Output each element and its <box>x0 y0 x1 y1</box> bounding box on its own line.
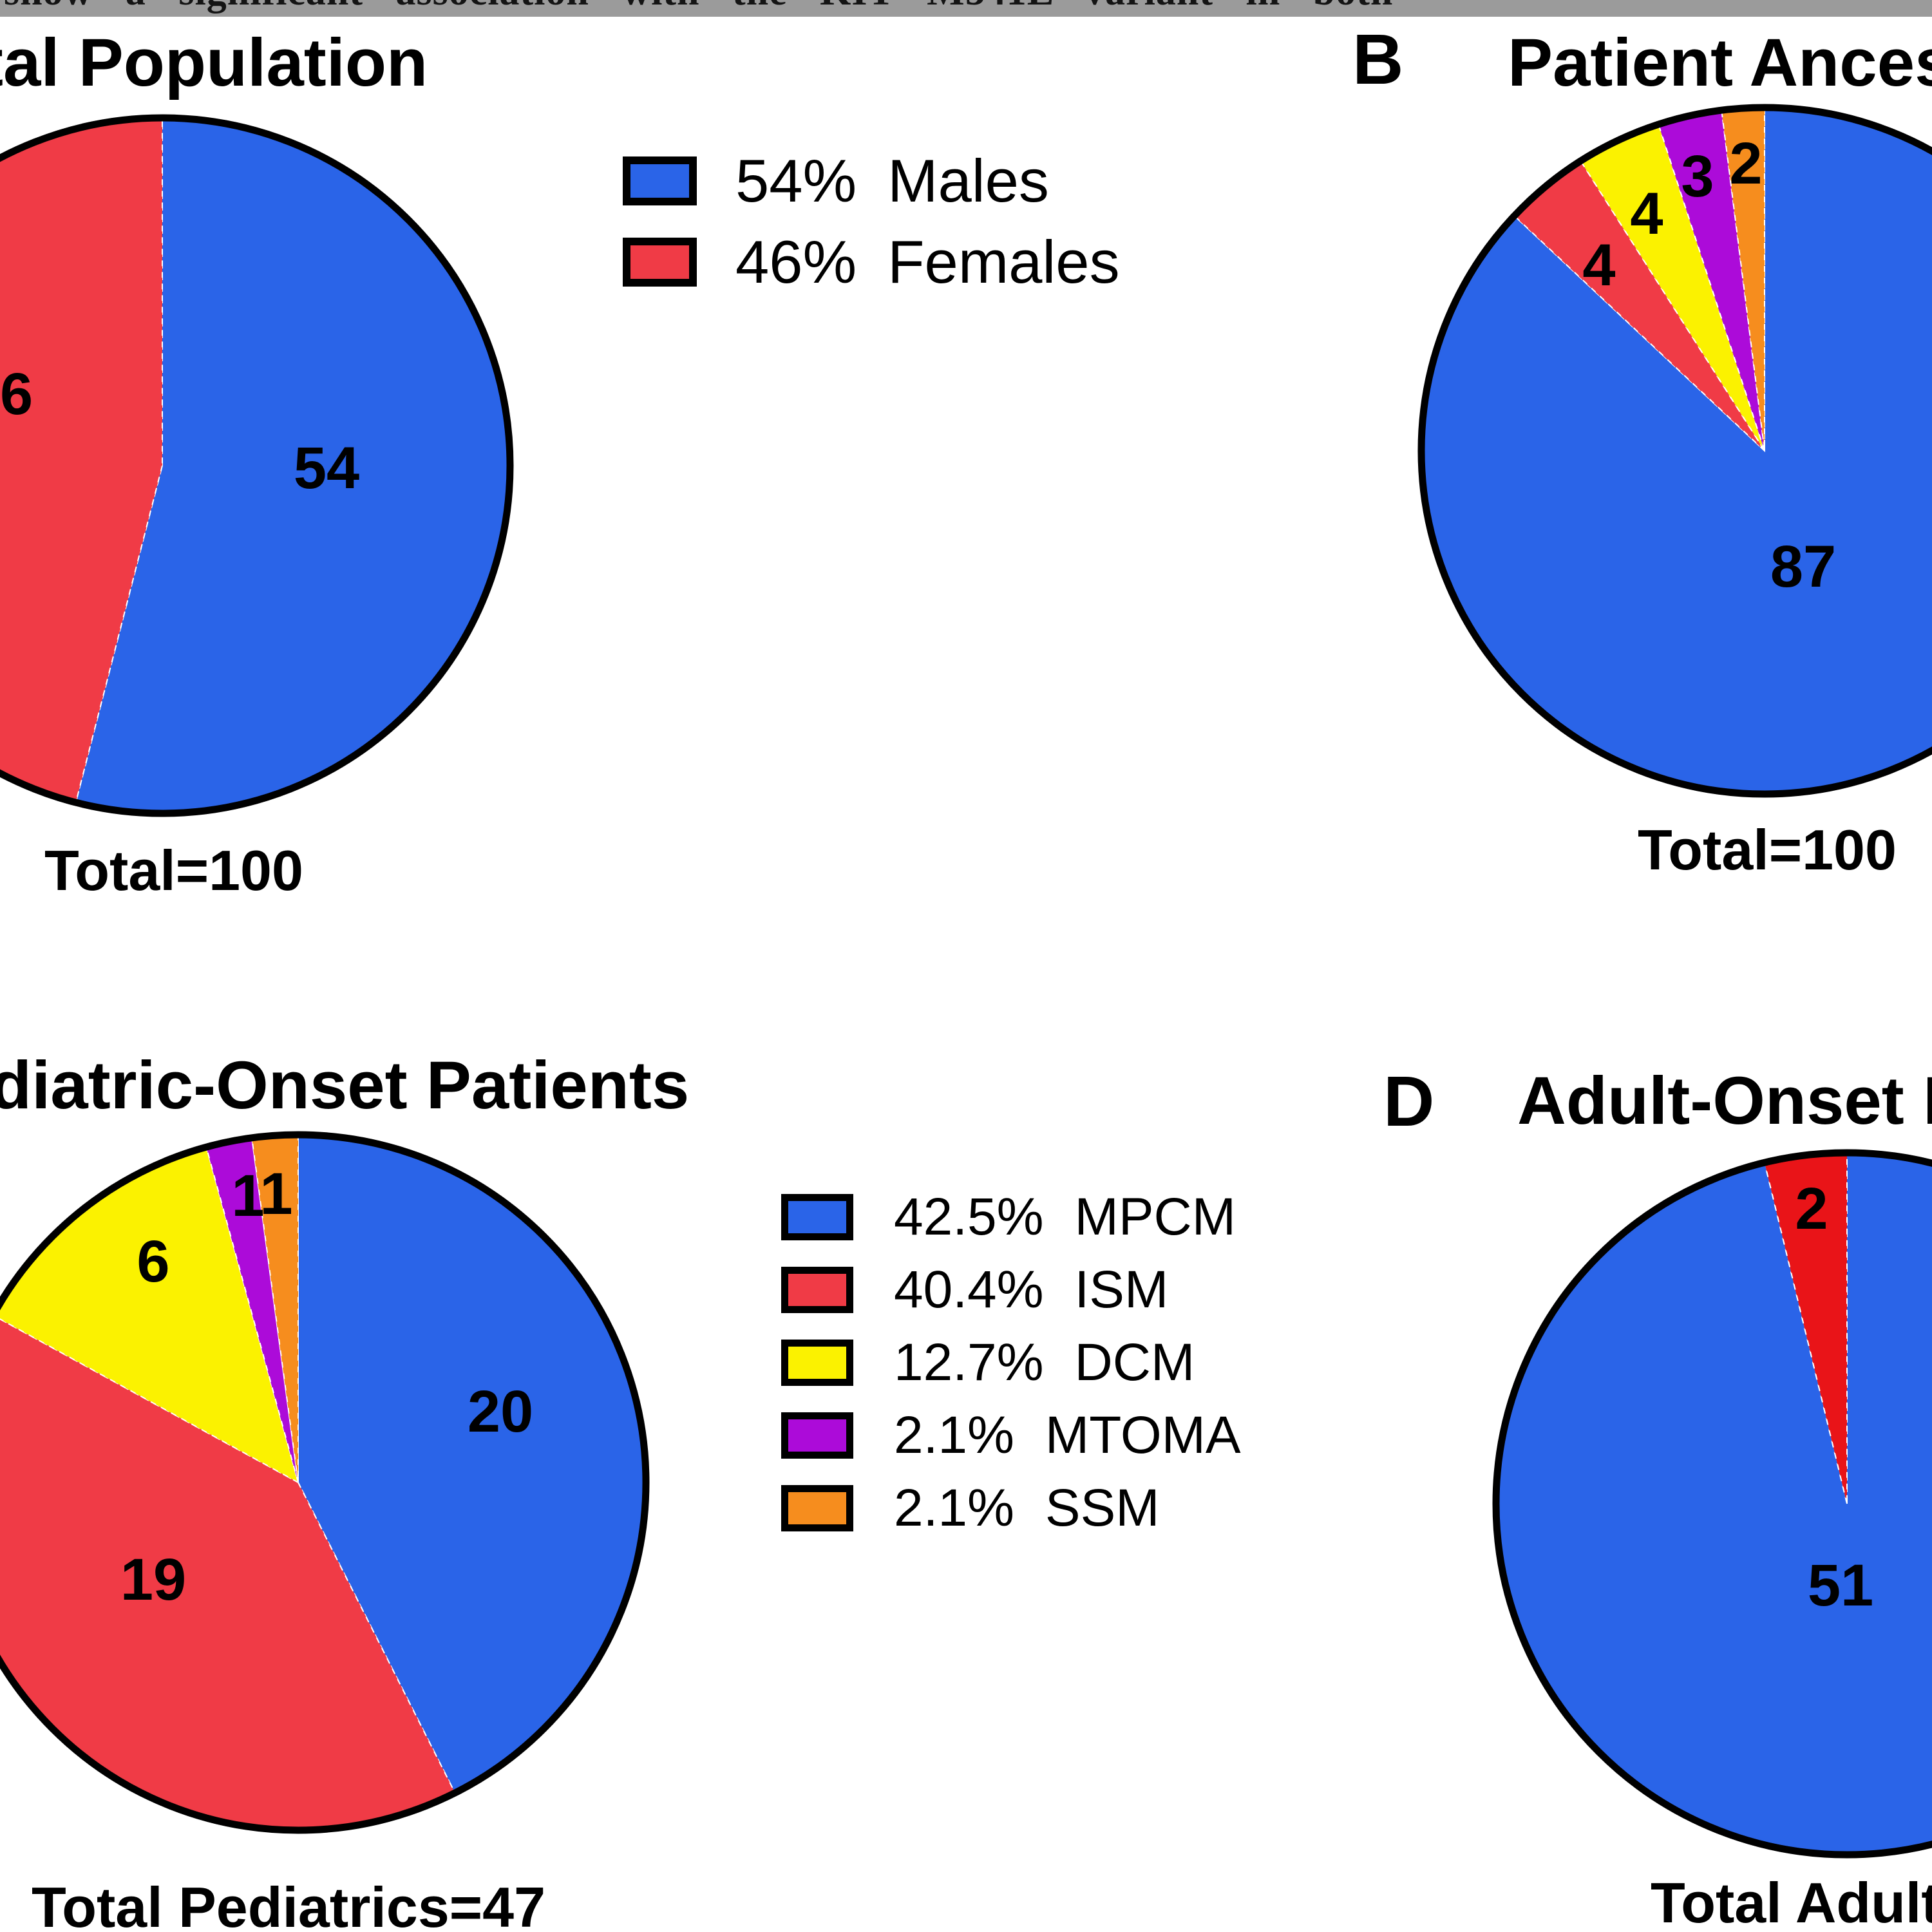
pie-pediatric_onset-value-label: 6 <box>137 1229 170 1294</box>
panel-a-total: Total=100 <box>44 838 303 902</box>
panel-b-title: Patient Ances <box>1508 25 1932 100</box>
legend-percent: 54% <box>735 147 857 214</box>
legend-label: MTOMA <box>1045 1406 1241 1464</box>
pie-patient_ancestry-outline <box>1417 104 1932 798</box>
legend-percent: 12.7% <box>894 1333 1044 1392</box>
legend-label: SSM <box>1045 1479 1160 1537</box>
pie-pediatric_onset-value-label: 1 <box>231 1163 265 1229</box>
legend-percent: 46% <box>735 228 857 296</box>
legend-label: DCM <box>1074 1333 1195 1392</box>
panel-b-total: Total=100 <box>1638 818 1897 882</box>
panel-c-total: Total Pediatrics=47 <box>31 1875 546 1932</box>
gender-legend-item-Males: 54% Males <box>623 147 1120 214</box>
pie-total_population-slice-1 <box>0 117 163 804</box>
pie-pediatric_onset-value-label: 19 <box>120 1547 187 1613</box>
panel-b-letter: B <box>1352 20 1404 99</box>
pie-pediatric_onset-value-label: 20 <box>467 1379 534 1444</box>
blue-swatch-icon <box>623 156 697 205</box>
pie-patient_ancestry-value-label: 2 <box>1729 131 1763 196</box>
panel-c-title: diatric-Onset Patients <box>0 1048 690 1123</box>
pie-patient_ancestry <box>1417 104 1932 798</box>
subtype-legend: 42.5% MPCM 40.4% ISM 12.7% DCM 2.1% MTOMA 2.1% SS… <box>781 1188 1241 1554</box>
yellow-swatch-icon <box>781 1340 853 1386</box>
pie-patient_ancestry-value-label: 3 <box>1681 144 1714 209</box>
pie-total_population-outline <box>0 114 514 817</box>
red-swatch-icon <box>781 1267 853 1313</box>
pie-adult_onset-value-label: 2 <box>1795 1176 1828 1242</box>
pie-adult_onset-value-label: 51 <box>1807 1553 1874 1618</box>
blue-swatch-icon <box>781 1194 853 1240</box>
red-swatch-icon <box>623 238 697 287</box>
pie-patient_ancestry-value-label: 4 <box>1630 181 1663 247</box>
panel-d-title: Adult-Onset P <box>1517 1063 1932 1139</box>
pie-pediatric_onset <box>0 1131 650 1834</box>
pie-total_population-value-label: 46 <box>0 361 33 427</box>
panel-d-letter: D <box>1383 1062 1435 1141</box>
orange-swatch-icon <box>781 1485 853 1531</box>
pie-patient_ancestry-value-label: 87 <box>1770 534 1837 600</box>
cropped-text-strip: show a significant association with the … <box>0 0 1932 17</box>
pie-total_population <box>0 114 514 817</box>
pie-patient_ancestry-value-label: 4 <box>1582 232 1616 298</box>
panel-d-total: Total Adult <box>1651 1871 1932 1932</box>
pie-patient_ancestry-slice-0 <box>1421 106 1932 795</box>
legend-percent: 42.5% <box>894 1188 1044 1246</box>
pie-adult_onset <box>1492 1149 1932 1859</box>
subtype-legend-item-SSM: 2.1% SSM <box>781 1479 1241 1537</box>
gender-legend: 54% Males 46% Females <box>623 147 1120 314</box>
gender-legend-item-Females: 46% Females <box>623 228 1120 296</box>
subtype-legend-item-DCM: 12.7% DCM <box>781 1333 1241 1392</box>
legend-label: MPCM <box>1074 1188 1236 1246</box>
pie-adult_onset-outline <box>1492 1149 1932 1859</box>
legend-percent: 2.1% <box>894 1479 1014 1537</box>
pie-pediatric_onset-outline <box>0 1131 650 1834</box>
purple-swatch-icon <box>781 1412 853 1459</box>
legend-percent: 2.1% <box>894 1406 1014 1464</box>
subtype-legend-item-ISM: 40.4% ISM <box>781 1260 1241 1319</box>
subtype-legend-item-MTOMA: 2.1% MTOMA <box>781 1406 1241 1464</box>
cropped-text: show a significant association with the … <box>4 0 1932 15</box>
legend-label: Males <box>887 147 1049 214</box>
legend-label: Females <box>887 228 1120 296</box>
legend-percent: 40.4% <box>894 1260 1044 1319</box>
subtype-legend-item-MPCM: 42.5% MPCM <box>781 1188 1241 1246</box>
pie-pediatric_onset-value-label: 1 <box>260 1161 293 1227</box>
panel-a-title: tal Population <box>0 25 428 100</box>
pie-total_population-value-label: 54 <box>293 435 360 501</box>
pie-adult_onset-slice-0 <box>1495 1151 1932 1855</box>
legend-label: ISM <box>1074 1260 1169 1319</box>
